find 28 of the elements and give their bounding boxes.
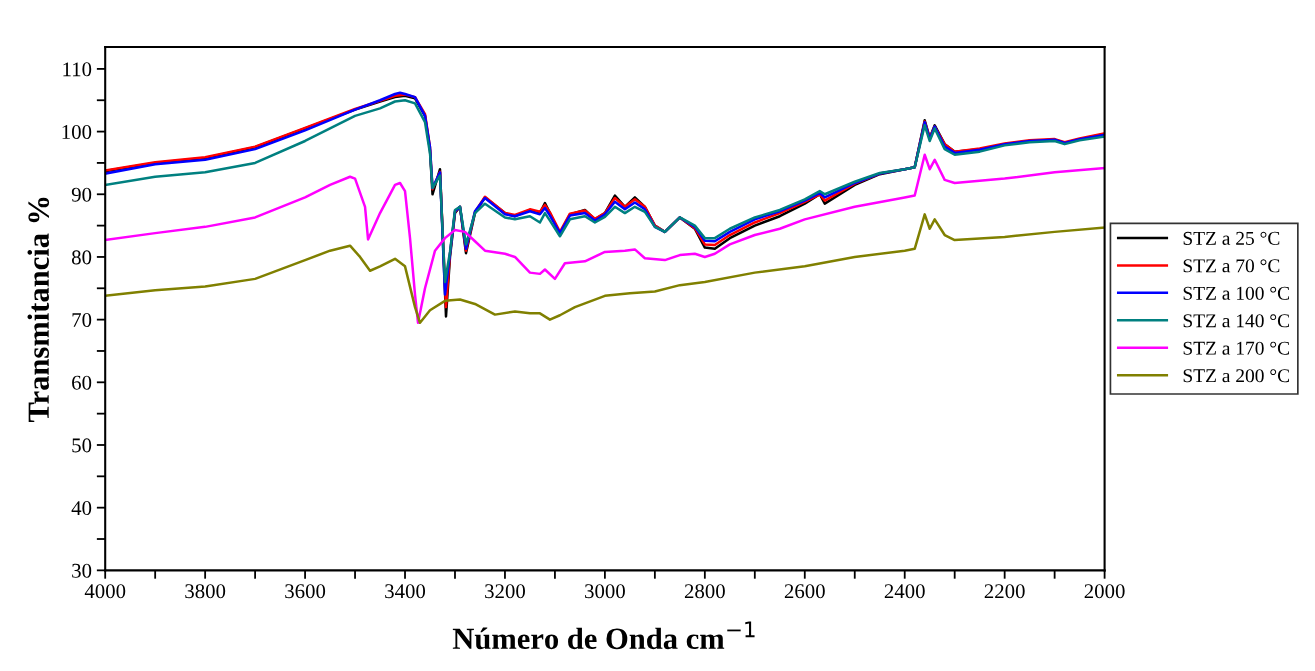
y-tick-label: 30 (72, 563, 92, 578)
y-tick-label: 50 (72, 438, 92, 453)
x-tick-label: 3600 (285, 584, 326, 599)
legend-label: STZ a 70 °C (1183, 259, 1280, 273)
x-tick-label: 2200 (984, 584, 1025, 599)
x-tick-label: 3000 (585, 584, 625, 599)
x-tick-label: 4000 (84, 584, 126, 599)
y-tick-label: 90 (71, 187, 92, 202)
y-tick-label: 70 (72, 313, 92, 328)
y-tick-label: 60 (72, 375, 92, 390)
x-tick-label: 3200 (485, 584, 525, 599)
x-tick-label: 2000 (1084, 584, 1125, 599)
legend-label: STZ a 100 °C (1183, 286, 1289, 300)
x-tick-label: 3400 (385, 584, 426, 599)
legend-label: STZ a 25 °C (1183, 231, 1280, 245)
legend-label: STZ a 200 °C (1183, 369, 1289, 383)
x-axis-title: Número de Onda cm$^{−1}$ (452, 621, 755, 650)
x-tick-label: 2400 (884, 584, 925, 599)
y-tick-label: 100 (62, 124, 92, 140)
y-tick-label: 110 (63, 62, 92, 77)
legend-label: STZ a 140 °C (1183, 314, 1289, 328)
legend-label: STZ a 170 °C (1183, 341, 1289, 355)
y-tick-label: 40 (71, 501, 92, 516)
x-tick-label: 3800 (185, 584, 226, 599)
x-tick-label: 2800 (684, 584, 725, 599)
x-tick-label: 2600 (784, 584, 825, 599)
y-tick-label: 80 (71, 250, 92, 265)
y-axis-title: Transmitancia % (27, 197, 50, 423)
